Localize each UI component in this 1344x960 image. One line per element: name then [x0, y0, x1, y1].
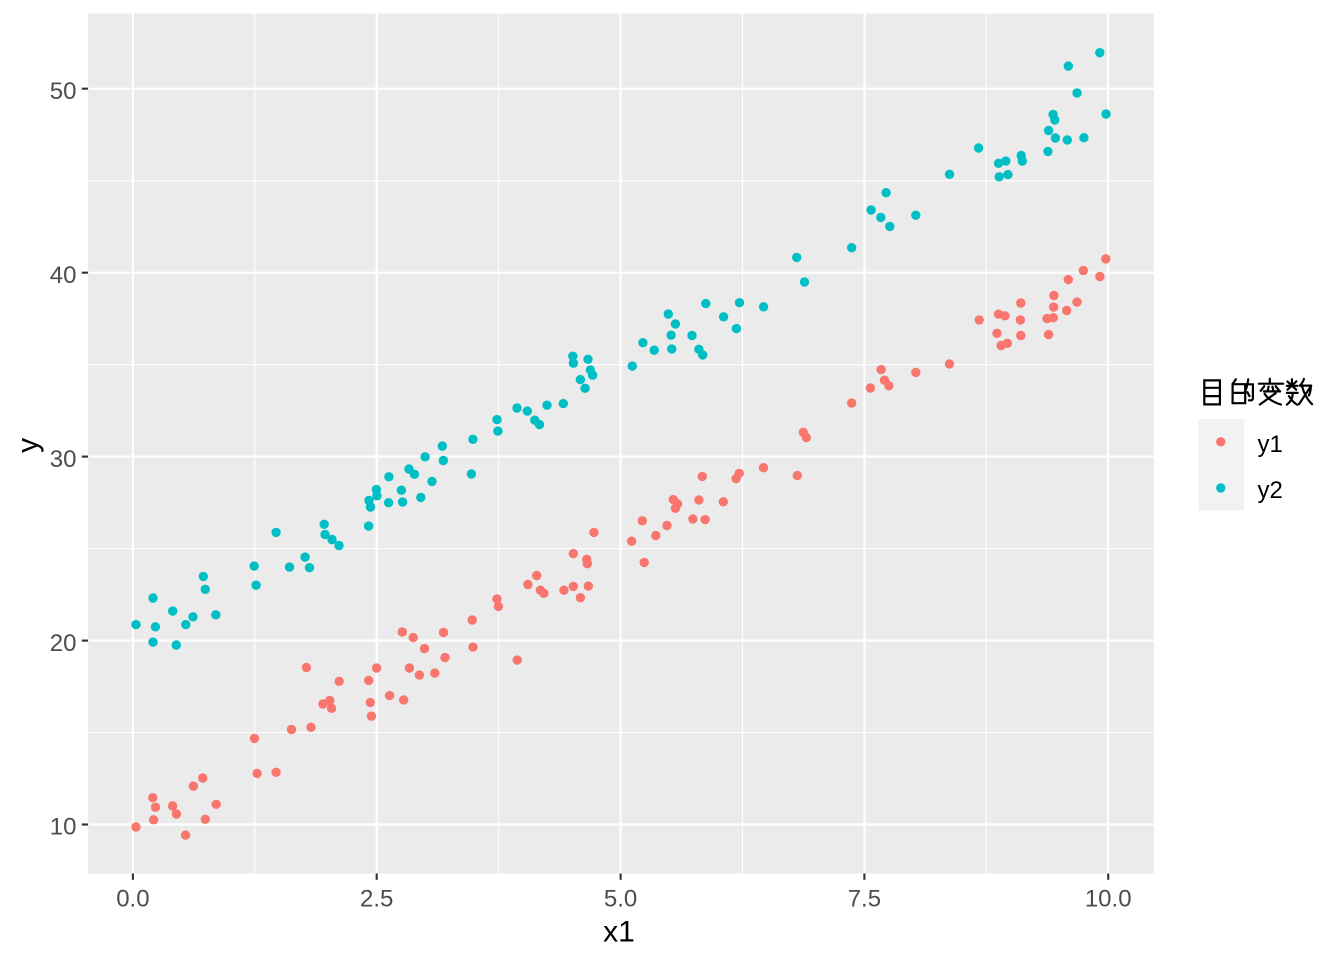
svg-text:10: 10 — [50, 814, 77, 841]
svg-text:0.0: 0.0 — [116, 886, 149, 913]
svg-text:7.5: 7.5 — [848, 886, 881, 913]
svg-text:40: 40 — [50, 262, 77, 289]
svg-text:y: y — [12, 438, 45, 453]
svg-text:10.0: 10.0 — [1085, 886, 1132, 913]
svg-text:20: 20 — [50, 630, 77, 657]
svg-text:5.0: 5.0 — [604, 886, 637, 913]
svg-text:50: 50 — [50, 78, 77, 105]
svg-text:x1: x1 — [603, 916, 635, 949]
svg-text:30: 30 — [50, 446, 77, 473]
svg-text:2.5: 2.5 — [360, 886, 393, 913]
svg-text:y1: y1 — [1258, 431, 1283, 458]
svg-text:y2: y2 — [1258, 477, 1283, 504]
